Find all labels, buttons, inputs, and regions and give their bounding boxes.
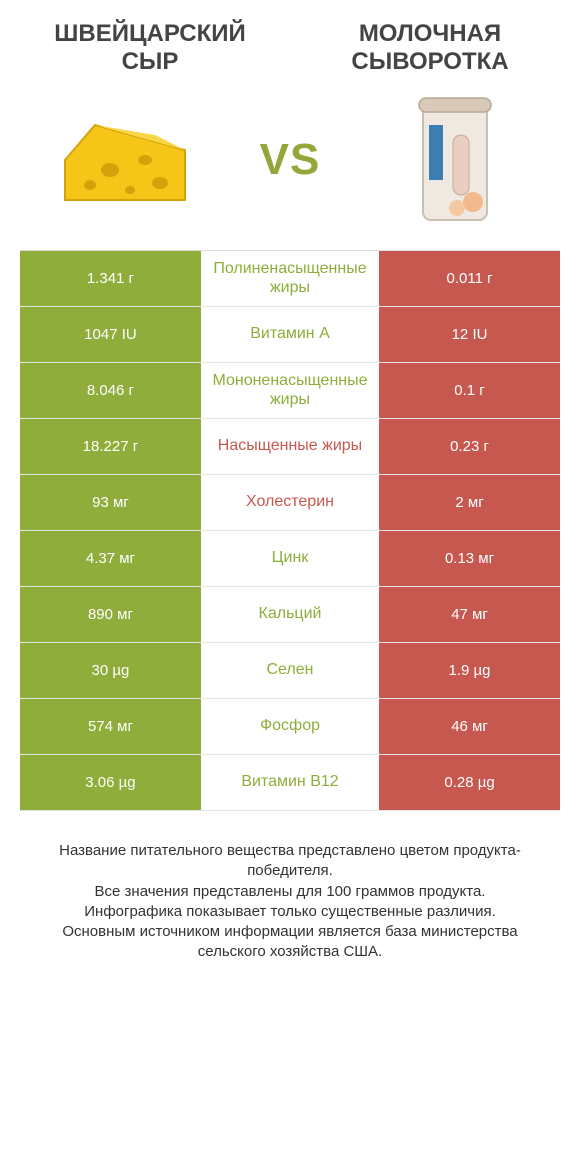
product-left-image xyxy=(50,95,200,225)
value-left: 3.06 µg xyxy=(20,755,201,810)
value-right: 2 мг xyxy=(379,475,560,530)
value-right: 0.1 г xyxy=(379,363,560,418)
nutrient-label: Фосфор xyxy=(201,699,379,754)
value-left: 4.37 мг xyxy=(20,531,201,586)
value-left: 1.341 г xyxy=(20,251,201,306)
value-left: 93 мг xyxy=(20,475,201,530)
table-row: 3.06 µgВитамин B120.28 µg xyxy=(20,755,560,811)
title-right: МОЛОЧНАЯ СЫВОРОТКА xyxy=(310,20,550,75)
table-row: 890 мгКальций47 мг xyxy=(20,587,560,643)
value-left: 1047 IU xyxy=(20,307,201,362)
nutrient-label: Витамин B12 xyxy=(201,755,379,810)
table-row: 1047 IUВитамин A12 IU xyxy=(20,307,560,363)
images-row: VS xyxy=(0,75,580,250)
nutrient-label: Цинк xyxy=(201,531,379,586)
value-right: 46 мг xyxy=(379,699,560,754)
table-row: 30 µgСелен1.9 µg xyxy=(20,643,560,699)
value-right: 0.28 µg xyxy=(379,755,560,810)
vs-label: VS xyxy=(260,135,321,185)
value-right: 0.011 г xyxy=(379,251,560,306)
value-right: 0.13 мг xyxy=(379,531,560,586)
value-right: 0.23 г xyxy=(379,419,560,474)
value-left: 8.046 г xyxy=(20,363,201,418)
nutrient-label: Холестерин xyxy=(201,475,379,530)
nutrient-label: Селен xyxy=(201,643,379,698)
table-row: 8.046 гМононенасыщенные жиры0.1 г xyxy=(20,363,560,419)
nutrient-label: Полиненасыщенные жиры xyxy=(201,251,379,306)
table-row: 4.37 мгЦинк0.13 мг xyxy=(20,531,560,587)
nutrient-label: Кальций xyxy=(201,587,379,642)
table-row: 1.341 гПолиненасыщенные жиры0.011 г xyxy=(20,251,560,307)
value-left: 30 µg xyxy=(20,643,201,698)
value-right: 12 IU xyxy=(379,307,560,362)
comparison-table: 1.341 гПолиненасыщенные жиры0.011 г1047 … xyxy=(20,250,560,811)
value-right: 1.9 µg xyxy=(379,643,560,698)
nutrient-label: Мононенасыщенные жиры xyxy=(201,363,379,418)
whey-icon xyxy=(405,90,505,230)
cheese-icon xyxy=(55,105,195,215)
nutrient-label: Насыщенные жиры xyxy=(201,419,379,474)
value-right: 47 мг xyxy=(379,587,560,642)
title-left: ШВЕЙЦАРСКИЙ СЫР xyxy=(30,20,270,75)
table-row: 574 мгФосфор46 мг xyxy=(20,699,560,755)
footer-text: Название питательного вещества представл… xyxy=(0,811,580,963)
header: ШВЕЙЦАРСКИЙ СЫР МОЛОЧНАЯ СЫВОРОТКА xyxy=(0,0,580,75)
table-row: 93 мгХолестерин2 мг xyxy=(20,475,560,531)
product-right-image xyxy=(380,95,530,225)
nutrient-label: Витамин A xyxy=(201,307,379,362)
value-left: 890 мг xyxy=(20,587,201,642)
value-left: 18.227 г xyxy=(20,419,201,474)
table-row: 18.227 гНасыщенные жиры0.23 г xyxy=(20,419,560,475)
value-left: 574 мг xyxy=(20,699,201,754)
